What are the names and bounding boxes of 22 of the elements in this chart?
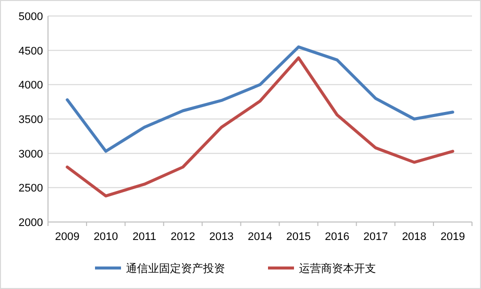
y-tick-label: 5000: [18, 11, 43, 23]
x-tick-label: 2012: [170, 231, 196, 243]
x-tick-label: 2016: [324, 231, 350, 243]
legend-label: 通信业固定资产投资: [126, 262, 225, 275]
line-series: [66, 56, 454, 198]
line-series: [66, 45, 454, 153]
x-tick-label: 2018: [402, 231, 426, 243]
x-tick-label: 2010: [94, 231, 118, 243]
y-tick-label: 4500: [18, 45, 43, 58]
y-tick-label: 2000: [18, 217, 43, 229]
y-tick-label: 3500: [18, 114, 43, 126]
x-tick-label: 2014: [248, 231, 272, 243]
x-tick-label: 2011: [132, 231, 156, 243]
legend-label: 运营商资本开支: [299, 262, 376, 275]
y-tick-label: 3000: [18, 148, 43, 160]
x-tick-label: 2013: [209, 231, 234, 243]
x-tick-label: 2009: [55, 231, 80, 243]
y-tick-label: 2500: [18, 182, 43, 195]
x-tick-label: 2015: [286, 231, 311, 243]
x-tick-label: 2017: [363, 231, 388, 243]
x-tick-label: 2019: [440, 231, 465, 243]
y-tick-label: 4000: [18, 80, 43, 92]
